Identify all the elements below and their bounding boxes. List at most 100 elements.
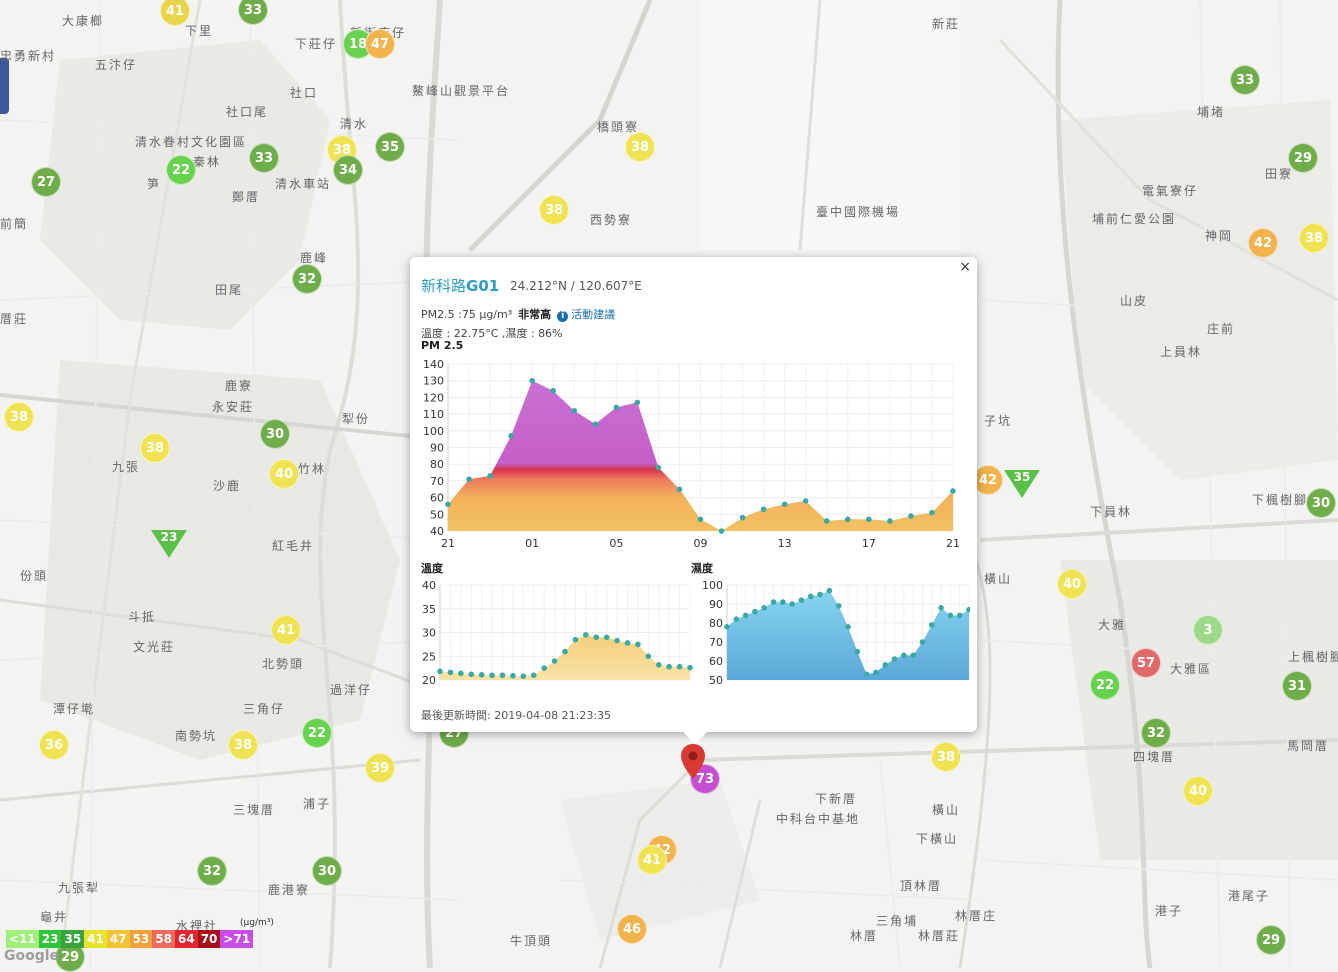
selected-location-pin-icon[interactable]	[680, 743, 706, 781]
station-marker[interactable]: 32	[292, 264, 322, 294]
station-marker[interactable]: 38	[228, 730, 258, 760]
station-marker[interactable]: 32	[197, 856, 227, 886]
legend-item: 58	[152, 930, 175, 948]
close-icon[interactable]: ×	[959, 259, 971, 275]
place-label: 電氣寮仔	[1142, 184, 1199, 198]
y-tick-label: 90	[430, 442, 444, 455]
station-marker[interactable]: 40	[269, 459, 299, 489]
place-label: 馬岡厝	[1287, 739, 1330, 753]
station-marker[interactable]: 3	[1193, 615, 1223, 645]
place-label: 牛頂頭	[510, 934, 553, 948]
data-point	[966, 606, 970, 613]
place-label: 九張	[112, 460, 141, 474]
station-marker[interactable]: 40	[1183, 776, 1213, 806]
side-panel-tab[interactable]	[0, 58, 9, 114]
place-label: 秦林	[193, 155, 222, 169]
station-marker[interactable]: 22	[1090, 670, 1120, 700]
station-marker[interactable]: 35	[375, 132, 405, 162]
station-title: 新科路G01	[421, 275, 499, 296]
station-marker[interactable]: 29	[1256, 925, 1286, 955]
y-tick-label: 80	[430, 458, 444, 471]
station-marker[interactable]: 30	[1306, 488, 1336, 518]
station-marker[interactable]: 41	[160, 0, 190, 26]
place-label: 埔堵	[1197, 105, 1226, 119]
station-marker[interactable]: 36	[39, 730, 69, 760]
station-marker[interactable]: 39	[365, 753, 395, 783]
legend-item: 64	[174, 930, 198, 948]
data-point	[571, 407, 578, 414]
station-marker[interactable]: 73	[690, 764, 720, 794]
place-label: 埔前仁愛公園	[1092, 212, 1177, 226]
legend-item: 70	[197, 930, 221, 948]
humidity-area	[727, 590, 969, 680]
station-marker[interactable]: 22	[166, 155, 196, 185]
station-marker[interactable]: 38	[1299, 223, 1329, 253]
place-label: 三角仔	[243, 702, 286, 716]
place-label: 港子	[1155, 904, 1184, 918]
station-marker[interactable]: 41	[637, 845, 667, 875]
weather-summary: 溫度 : 22.75°C ,濕度 : 86%	[421, 327, 563, 340]
station-marker[interactable]: 38	[539, 195, 569, 225]
data-point	[645, 653, 652, 660]
data-point	[635, 641, 641, 648]
station-marker[interactable]: 42	[973, 465, 1003, 495]
station-marker[interactable]: 30	[260, 419, 290, 449]
info-icon: i	[557, 311, 569, 322]
place-label: 社口	[290, 86, 319, 100]
station-marker[interactable]: 33	[1230, 65, 1260, 95]
y-tick-label: 110	[423, 408, 444, 421]
place-label: 浦子	[303, 797, 332, 811]
data-point	[844, 516, 851, 523]
legend-item: <11	[6, 930, 39, 948]
data-point	[742, 612, 749, 619]
data-point	[761, 605, 768, 611]
data-point	[487, 473, 493, 479]
station-marker[interactable]: 41	[271, 615, 301, 645]
x-tick-label: 17	[862, 537, 876, 550]
data-point	[770, 599, 777, 605]
sensor-triangle-marker[interactable]: 23	[151, 530, 187, 558]
station-marker[interactable]: 22	[302, 718, 332, 748]
station-marker[interactable]: 29	[1288, 143, 1318, 173]
station-marker[interactable]: 32	[1141, 718, 1171, 748]
data-point	[550, 387, 557, 394]
station-marker[interactable]: 38	[140, 433, 170, 463]
station-marker[interactable]: 46	[617, 914, 647, 944]
place-label: 林厝	[850, 929, 879, 943]
data-point	[780, 599, 786, 605]
station-marker[interactable]: 27	[31, 167, 61, 197]
place-label: 臺中國際機場	[816, 205, 901, 219]
sensor-triangle-marker[interactable]: 35	[1004, 470, 1040, 498]
temperature-area	[440, 634, 690, 680]
place-label: 厝莊	[0, 312, 29, 326]
x-tick-label: 21	[441, 537, 455, 550]
data-point	[845, 624, 851, 630]
place-label: 竹林	[298, 462, 327, 476]
station-marker[interactable]: 30	[312, 856, 342, 886]
station-marker[interactable]: 38	[625, 132, 655, 162]
data-point	[938, 605, 944, 611]
station-marker[interactable]: 47	[365, 29, 395, 59]
activity-advice-link[interactable]: i 活動建議	[557, 308, 615, 322]
data-point	[882, 662, 889, 668]
station-marker[interactable]: 33	[249, 143, 279, 173]
station-marker[interactable]: 34	[333, 155, 363, 185]
station-marker[interactable]: 57	[1131, 648, 1161, 678]
temperature-chart: 20 25 30 35 40	[422, 579, 693, 687]
place-label: 永安莊	[212, 400, 255, 414]
y-tick-label: 30	[422, 627, 436, 640]
station-marker[interactable]: 38	[4, 402, 34, 432]
station-marker[interactable]: 33	[238, 0, 268, 25]
data-point	[826, 587, 833, 594]
x-tick-label: 01	[525, 537, 539, 550]
station-marker[interactable]: 42	[1248, 228, 1278, 258]
place-label: 社口尾	[226, 105, 269, 119]
data-point	[891, 656, 898, 662]
station-marker[interactable]: 40	[1057, 569, 1087, 599]
station-marker[interactable]: 31	[1282, 671, 1312, 701]
data-point	[499, 672, 506, 679]
station-marker[interactable]: 38	[931, 742, 961, 772]
place-label: 清水眷村文化園區	[135, 135, 248, 149]
humidity-chart-title: 濕度	[691, 562, 713, 575]
